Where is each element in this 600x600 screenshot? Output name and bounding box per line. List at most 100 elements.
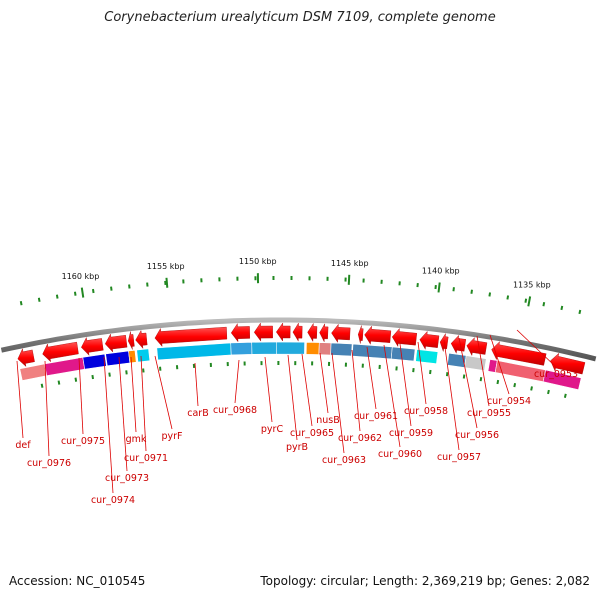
scale-label: 1155 kbp [147,262,185,271]
gene-label-lines [16,329,557,494]
inner-tick [479,377,483,382]
gene-label: pyrF [161,431,182,442]
label-leader-line [264,356,273,423]
cog-block [230,341,253,356]
scale-label: 1160 kbp [62,272,100,281]
gene-arrow [466,337,488,357]
label-leader-line [489,334,510,395]
scale-major-tick [347,274,351,285]
label-leader-line [476,335,490,407]
gene-label: cur_0963 [322,455,366,466]
scale-major-tick [165,277,169,288]
inner-tick [108,372,111,377]
label-leader-line [366,346,377,410]
gene-arrow [253,322,273,342]
gene-arrow [550,352,586,375]
gene-label: cur_0954 [487,396,531,407]
gene-labels: def cur_0976 cur_0975 cur_0974 cur_0973 gmk cu… [15,369,578,506]
label-leader-line [383,344,401,448]
scale-tick [452,287,455,292]
scale-labels: 1160 kbp 1155 kbp 1150 kbp 1145 kbp 1140 kbp… [62,257,551,289]
label-leader-line [443,339,460,451]
scale-label: 1145 kbp [331,259,369,268]
scale-major-tick [437,282,441,293]
cog-block [136,348,151,363]
label-leader-line [234,359,240,404]
cog-block [415,349,439,365]
cog-color-blocks [19,341,582,391]
accession-text: Accession: NC_010545 [9,574,146,588]
gene-label: cur_0959 [389,428,433,439]
scale-tick [92,288,95,294]
gene-label: cur_0965 [290,428,334,439]
inner-tick [40,383,44,388]
label-leader-line [118,356,128,472]
label-leader-line [103,356,114,494]
cog-block [156,342,232,361]
scale-tick [73,291,77,296]
forward-strand-genes [17,322,586,375]
scale-label: 1135 kbp [513,281,551,290]
label-leader-line [417,341,427,405]
gene-arrow [81,336,104,356]
gene-label: pyrB [286,442,308,453]
cog-block [351,343,393,360]
gene-label: cur_0955 [467,408,511,419]
cog-block [330,342,353,357]
gene-arrow [104,333,128,353]
gene-arrow [230,323,251,343]
label-leader-line [44,360,50,457]
gene-arrow [357,325,364,344]
inner-tick [74,377,78,382]
genome-backbone [0,317,597,362]
scale-tick [524,298,528,303]
scale-tick [488,292,492,297]
scale-tick [578,309,582,315]
gene-arrow [419,330,440,350]
label-leader-line [78,357,84,435]
cog-block [542,369,582,391]
gene-label: gmk [126,434,147,445]
cog-block [19,363,48,381]
label-leader-line [194,362,199,407]
gene-arrow [42,341,79,363]
gene-label: carB [187,408,208,419]
scale-label: 1150 kbp [239,257,277,266]
gene-label: cur_0976 [27,458,71,469]
gene-label: cur_0956 [455,430,499,441]
label-leader-line [399,343,412,427]
label-leader-line [458,337,478,429]
scale-tick [110,286,113,291]
cog-block [251,341,277,355]
cog-block [390,346,416,362]
inner-tick [496,379,500,385]
gene-label: cur_0957 [437,452,481,463]
gene-arrow [450,334,467,354]
label-leader-line [16,360,24,439]
gene-arrow [154,326,228,347]
inner-tick [445,372,449,377]
scale-tick [470,289,473,294]
label-leader-line [331,352,345,454]
cog-block [105,350,131,367]
inner-tick [57,380,61,385]
scale-tick [55,294,59,299]
label-leader-line [351,349,361,432]
inner-tick [563,393,567,398]
cog-block [82,353,107,370]
gene-arrow [276,322,291,342]
scale-major-tick [80,287,85,298]
label-leader-line [140,355,147,452]
gene-label: cur_0968 [213,405,257,416]
gene-arrow [292,322,303,342]
gene-label: nusB [316,415,340,426]
cog-block [318,342,332,356]
cog-block [305,341,320,355]
gene-label: cur_0953 [534,369,578,380]
genome-summary-text: Topology: circular; Length: 2,369,219 bp… [260,574,590,588]
scale-tick [19,301,23,306]
label-leader-line [154,355,173,430]
inner-tick [530,386,533,391]
gene-label: cur_0974 [91,495,135,506]
